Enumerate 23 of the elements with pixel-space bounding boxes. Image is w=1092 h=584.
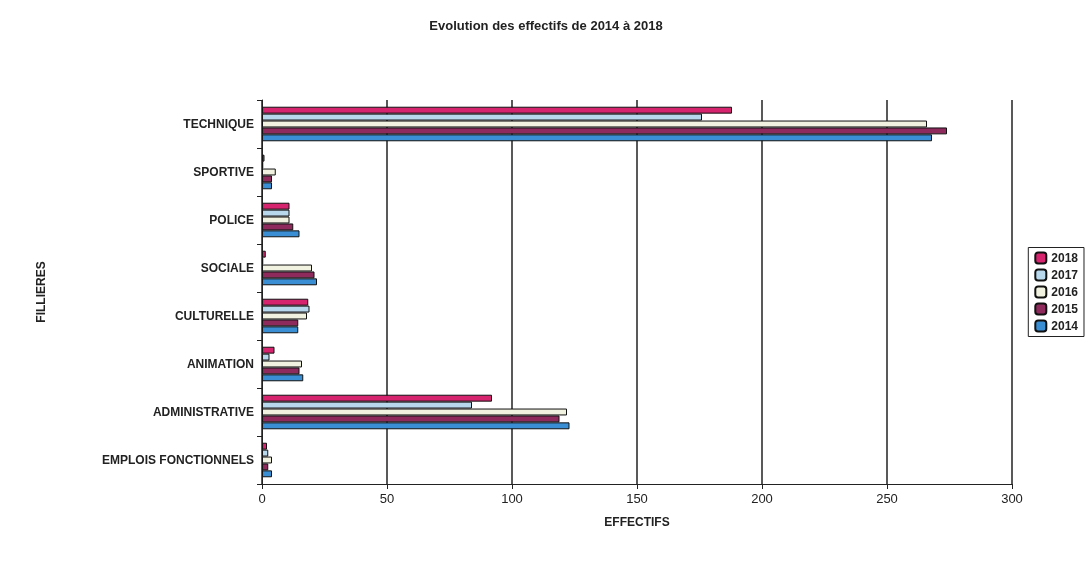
x-tick-label: 150 (626, 491, 648, 506)
y-tick-label: SPORTIVE (193, 165, 254, 179)
x-tick-label: 100 (501, 491, 523, 506)
legend-label: 2015 (1051, 302, 1079, 316)
y-tick-label: ADMINISTRATIVE (152, 405, 254, 419)
x-tick-label: 200 (751, 491, 773, 506)
legend-label: 2016 (1051, 285, 1079, 299)
y-tick-label: EMPLOIS FONCTIONNELS (101, 453, 254, 467)
x-tick-label: 250 (876, 491, 898, 506)
y-tick-label: POLICE (209, 213, 254, 227)
legend-label: 2018 (1051, 251, 1079, 265)
legend-label: 2017 (1051, 268, 1079, 282)
x-tick-label: 50 (379, 491, 395, 506)
x-axis-title: EFFECTIFS (604, 515, 670, 529)
x-tick-label: 300 (1001, 491, 1023, 506)
chart-title: Evolution des effectifs de 2014 à 2018 (429, 18, 663, 33)
y-tick-label: CULTURELLE (174, 309, 254, 323)
x-tick-label: 0 (258, 491, 266, 506)
y-tick-label: SOCIALE (200, 261, 254, 275)
legend-label: 2014 (1051, 319, 1079, 333)
y-tick-label: ANIMATION (186, 357, 254, 371)
y-tick-label: TECHNIQUE (183, 117, 254, 131)
y-axis-title: FILLIERES (34, 261, 48, 323)
